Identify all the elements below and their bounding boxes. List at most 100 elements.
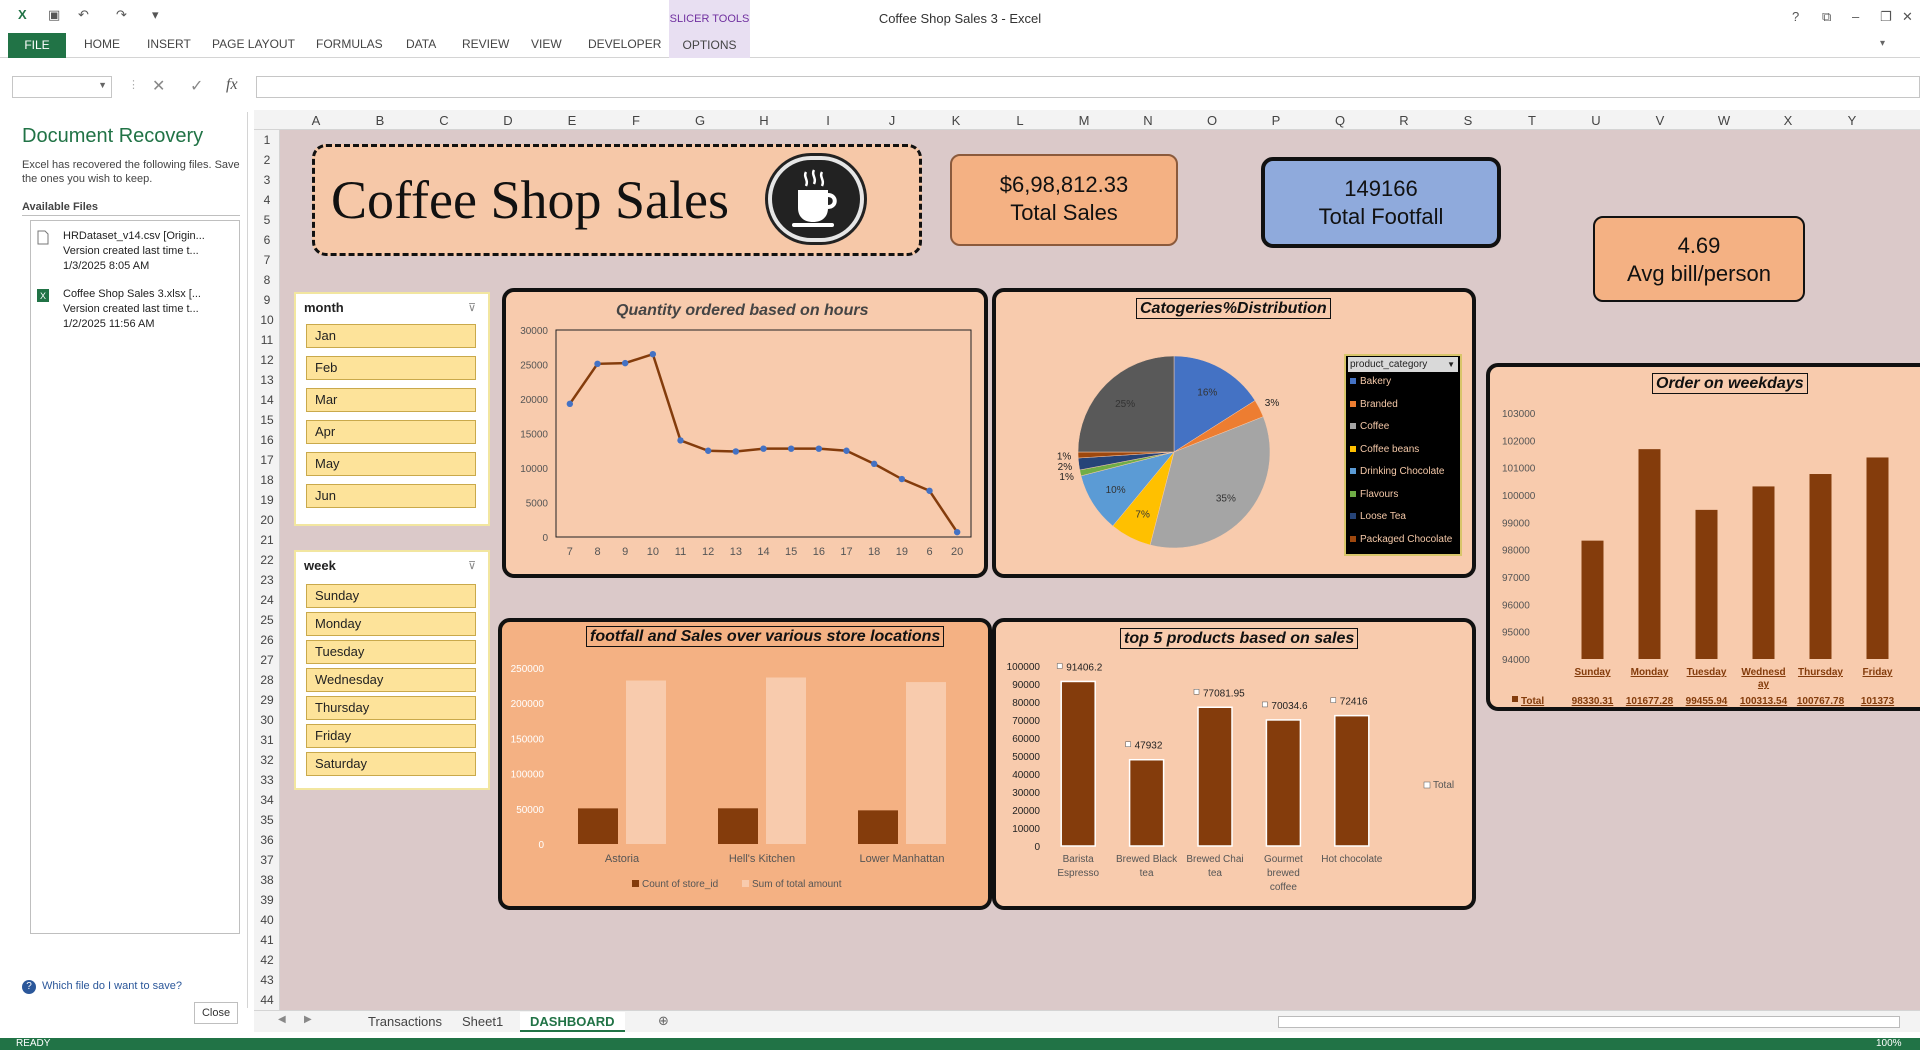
column-header[interactable]: Q	[1334, 113, 1346, 128]
column-header[interactable]: X	[1783, 113, 1793, 128]
legend-item[interactable]: Branded	[1350, 399, 1398, 410]
save-icon[interactable]: ▣	[48, 7, 61, 22]
tab-home[interactable]: HOME	[84, 37, 120, 51]
column-header[interactable]: M	[1078, 113, 1090, 128]
add-sheet-icon[interactable]: ⊕	[658, 1013, 669, 1028]
tab-page-layout[interactable]: PAGE LAYOUT	[212, 37, 295, 51]
legend-item[interactable]: Coffee	[1350, 421, 1389, 432]
ribbon-display-icon[interactable]: ⧉	[1822, 9, 1832, 24]
row-header[interactable]: 3	[263, 173, 271, 187]
row-header[interactable]: 30	[260, 713, 274, 727]
tab-formulas[interactable]: FORMULAS	[316, 37, 383, 51]
slicer-item-tuesday[interactable]: Tuesday	[306, 640, 476, 664]
row-header[interactable]: 19	[260, 493, 274, 507]
row-header[interactable]: 14	[260, 393, 274, 407]
legend-item[interactable]: Packaged Chocolate	[1350, 534, 1452, 545]
legend-item[interactable]: Bakery	[1350, 376, 1391, 387]
help-icon[interactable]: ?	[1792, 9, 1800, 24]
insert-function-button[interactable]: fx	[226, 76, 238, 93]
row-header[interactable]: 42	[260, 953, 274, 967]
slicer-item-wednesday[interactable]: Wednesday	[306, 668, 476, 692]
column-header[interactable]: B	[375, 113, 385, 128]
column-header[interactable]: T	[1528, 113, 1536, 128]
cancel-formula-icon[interactable]: ✕	[152, 78, 166, 95]
row-header[interactable]: 1	[263, 133, 271, 147]
legend-item[interactable]: Coffee beans	[1350, 444, 1419, 455]
undo-icon[interactable]: ↶	[78, 7, 89, 22]
tab-review[interactable]: REVIEW	[462, 37, 510, 51]
row-header[interactable]: 38	[260, 873, 274, 887]
top-products-chart[interactable]: top 5 products based on sales 100000 9000…	[992, 618, 1476, 910]
row-header[interactable]: 26	[260, 633, 274, 647]
close-button[interactable]: Close	[194, 1002, 238, 1024]
total-footfall-card[interactable]: 149166 Total Footfall	[1261, 157, 1501, 248]
name-box-dropdown-icon[interactable]: ▼	[98, 80, 107, 90]
slicer-item-monday[interactable]: Monday	[306, 612, 476, 636]
slicer-item-may[interactable]: May	[306, 452, 476, 476]
product-category-legend-slicer[interactable]: product_category ▼ Bakery Branded Coffee Cof…	[1344, 354, 1462, 556]
row-header[interactable]: 13	[260, 373, 274, 387]
hourly-quantity-chart[interactable]: Quantity ordered based on hours 30000 250…	[502, 288, 988, 578]
slicer-item-sunday[interactable]: Sunday	[306, 584, 476, 608]
column-header[interactable]: G	[694, 113, 706, 128]
row-header[interactable]: 23	[260, 573, 274, 587]
row-header[interactable]: 2	[263, 153, 271, 167]
row-header[interactable]: 7	[263, 253, 271, 267]
row-header[interactable]: 9	[263, 293, 271, 307]
slicer-item-thursday[interactable]: Thursday	[306, 696, 476, 720]
row-header[interactable]: 33	[260, 773, 274, 787]
scroll-right-icon[interactable]: ▶	[304, 1014, 312, 1025]
column-header[interactable]: U	[1591, 113, 1601, 128]
column-header[interactable]: W	[1717, 113, 1731, 128]
month-slicer[interactable]: month ⊽ Jan Feb Mar Apr May Jun	[294, 292, 490, 526]
column-header[interactable]: S	[1463, 113, 1473, 128]
row-header[interactable]: 37	[260, 853, 274, 867]
column-header[interactable]: N	[1143, 113, 1153, 128]
column-header[interactable]: A	[311, 113, 321, 128]
tab-developer[interactable]: DEVELOPER	[588, 37, 662, 51]
row-header[interactable]: 21	[260, 533, 274, 547]
column-header[interactable]: J	[888, 113, 896, 128]
close-window-icon[interactable]: ✕	[1902, 9, 1913, 24]
scroll-left-icon[interactable]: ◀	[278, 1014, 286, 1025]
zoom-level[interactable]: 100%	[1876, 1038, 1902, 1049]
row-header[interactable]: 25	[260, 613, 274, 627]
slicer-item-jun[interactable]: Jun	[306, 484, 476, 508]
row-header[interactable]: 20	[260, 513, 274, 527]
row-header[interactable]: 10	[260, 313, 274, 327]
row-header[interactable]: 43	[260, 973, 274, 987]
column-header[interactable]: K	[951, 113, 961, 128]
row-header[interactable]: 39	[260, 893, 274, 907]
redo-icon[interactable]: ↷	[116, 7, 127, 22]
row-header[interactable]: 5	[263, 213, 271, 227]
dashboard-title-box[interactable]: Coffee Shop Sales	[312, 144, 922, 256]
name-box[interactable]: ▼	[12, 76, 112, 98]
sheet-tab-transactions[interactable]: Transactions	[368, 1014, 442, 1029]
column-header[interactable]: R	[1399, 113, 1409, 128]
row-header[interactable]: 18	[260, 473, 274, 487]
week-slicer[interactable]: week ⊽ Sunday Monday Tuesday Wednesday T…	[294, 550, 490, 790]
formula-input[interactable]	[256, 76, 1920, 98]
sheet-tab-sheet1[interactable]: Sheet1	[462, 1014, 504, 1029]
minimize-icon[interactable]: –	[1852, 9, 1860, 24]
row-header[interactable]: 41	[260, 933, 274, 947]
tab-view[interactable]: VIEW	[531, 37, 562, 51]
help-link[interactable]: ? Which file do I want to save?	[22, 980, 182, 994]
slicer-item-mar[interactable]: Mar	[306, 388, 476, 412]
row-header[interactable]: 34	[260, 793, 274, 807]
row-header[interactable]: 15	[260, 413, 274, 427]
column-header[interactable]: E	[567, 113, 577, 128]
tab-data[interactable]: DATA	[406, 37, 437, 51]
slicer-item-feb[interactable]: Feb	[306, 356, 476, 380]
row-header[interactable]: 27	[260, 653, 274, 667]
category-distribution-chart[interactable]: Catogeries%Distribution 16% 3% 35% 7% 10% 1% 2…	[992, 288, 1476, 578]
legend-item[interactable]: Loose Tea	[1350, 511, 1406, 522]
customize-toolbar-icon[interactable]: ▾	[152, 7, 159, 22]
row-header[interactable]: 31	[260, 733, 274, 747]
enter-formula-icon[interactable]: ✓	[190, 78, 204, 95]
row-header[interactable]: 35	[260, 813, 274, 827]
row-header[interactable]: 17	[260, 453, 274, 467]
row-header[interactable]: 16	[260, 433, 274, 447]
weekday-orders-chart[interactable]: Order on weekdays 103000 102000 101000 1000…	[1486, 363, 1920, 711]
clear-filter-icon[interactable]: ⊽	[467, 560, 476, 572]
